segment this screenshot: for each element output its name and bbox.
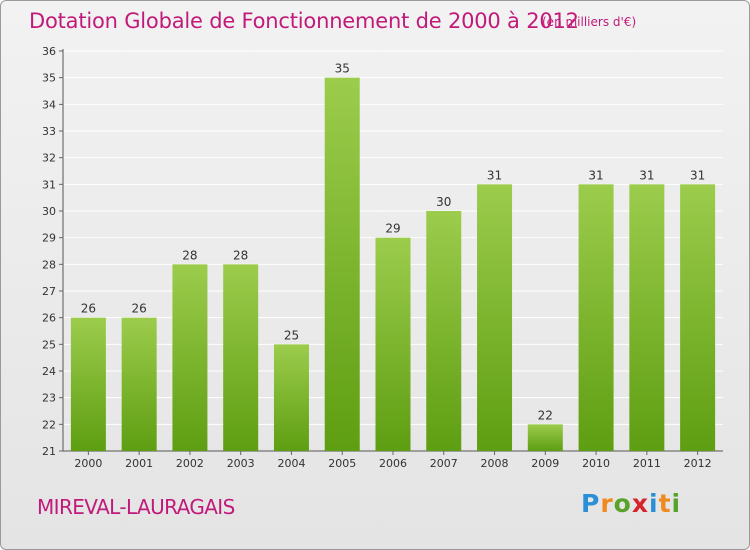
data-label: 28 [182, 248, 197, 262]
bar [477, 184, 513, 452]
y-tick-label: 30 [42, 205, 56, 218]
data-label: 25 [284, 328, 299, 342]
x-tick-label: 2011 [633, 457, 661, 470]
bar [223, 264, 259, 451]
y-tick-label: 33 [42, 125, 56, 138]
x-tick-label: 2001 [125, 457, 153, 470]
data-label: 31 [487, 168, 502, 182]
x-tick-label: 2000 [74, 457, 102, 470]
bars [70, 77, 716, 452]
data-label: 31 [588, 168, 603, 182]
y-tick-label: 22 [42, 418, 56, 431]
bar [273, 344, 309, 451]
data-label: 26 [132, 302, 147, 316]
y-tick-label: 28 [42, 258, 56, 271]
x-tick-label: 2012 [684, 457, 712, 470]
y-tick-label: 32 [42, 152, 56, 165]
x-tick-label: 2005 [328, 457, 356, 470]
chart-title: Dotation Globale de Fonctionnement de 20… [29, 9, 579, 33]
tick-labels: 21 22 23 24 25 26 27 28 29 30 31 32 33 34 35 36 2000 2001… [42, 45, 712, 470]
chart-subtitle: (en milliers d'€) [542, 15, 637, 29]
y-tick-label: 26 [42, 312, 56, 325]
y-tick-label: 35 [42, 72, 56, 85]
data-label: 22 [538, 408, 553, 422]
x-tick-label: 2008 [481, 457, 509, 470]
data-label: 29 [385, 222, 400, 236]
x-tick-label: 2006 [379, 457, 407, 470]
x-tick-label: 2003 [227, 457, 255, 470]
x-tick-label: 2009 [531, 457, 559, 470]
bar [578, 184, 614, 452]
x-tick-label: 2010 [582, 457, 610, 470]
data-label: 31 [639, 168, 654, 182]
bar [680, 184, 716, 452]
y-tick-label: 27 [42, 285, 56, 298]
data-label: 28 [233, 248, 248, 262]
bar [324, 77, 360, 452]
y-tick-label: 36 [42, 45, 56, 58]
y-tick-label: 25 [42, 338, 56, 351]
bar [426, 211, 462, 451]
y-tick-label: 23 [42, 392, 56, 405]
bar [70, 317, 106, 451]
x-tick-label: 2007 [430, 457, 458, 470]
data-label: 30 [436, 195, 451, 209]
proxiti-logo: Proxiti [581, 489, 682, 518]
bar [375, 237, 411, 451]
bar [121, 317, 157, 451]
y-tick-label: 24 [42, 365, 56, 378]
y-tick-label: 29 [42, 232, 56, 245]
bar [527, 424, 563, 451]
data-labels: 26 26 28 28 25 35 29 30 31 22 31 31 31 [81, 62, 706, 423]
x-tick-label: 2004 [277, 457, 305, 470]
bar [172, 264, 208, 451]
data-label: 35 [335, 62, 350, 76]
data-label: 26 [81, 302, 96, 316]
y-tick-label: 34 [42, 98, 56, 111]
y-tick-label: 31 [42, 178, 56, 191]
x-tick-label: 2002 [176, 457, 204, 470]
y-tick-label: 21 [42, 445, 56, 458]
bar [629, 184, 665, 452]
commune-name: MIREVAL-LAURAGAIS [37, 495, 235, 519]
data-label: 31 [690, 168, 705, 182]
